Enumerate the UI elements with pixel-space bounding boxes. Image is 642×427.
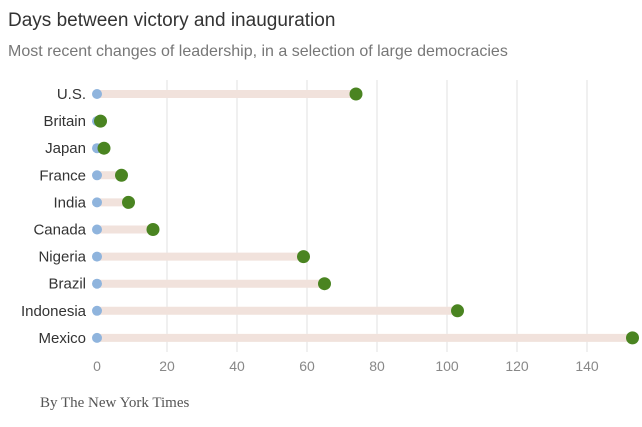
- category-label: Britain: [43, 113, 86, 130]
- end-dot: [297, 250, 310, 264]
- chart-subtitle: Most recent changes of leadership, in a …: [8, 43, 508, 60]
- category-label: Nigeria: [38, 249, 86, 266]
- start-dot: [92, 224, 102, 235]
- end-dot: [97, 141, 111, 155]
- chart-title: Days between victory and inauguration: [8, 10, 336, 31]
- end-dot: [115, 168, 128, 182]
- x-tick-label: 80: [369, 358, 385, 374]
- byline: By The New York Times: [40, 395, 190, 411]
- end-dot: [349, 87, 363, 101]
- category-label: Japan: [45, 140, 86, 157]
- start-dot: [92, 305, 102, 316]
- x-tick-label: 140: [575, 358, 599, 374]
- category-label: Brazil: [48, 276, 86, 293]
- end-dot: [451, 304, 464, 318]
- category-label: U.S.: [57, 86, 86, 103]
- end-dot: [626, 331, 639, 345]
- start-dot: [92, 251, 102, 262]
- x-tick-label: 60: [299, 358, 315, 374]
- start-dot: [92, 89, 102, 99]
- category-label: India: [53, 194, 86, 211]
- x-tick-label: 0: [93, 358, 101, 374]
- x-tick-label: 20: [159, 358, 175, 374]
- start-dot: [92, 197, 102, 208]
- x-tick-label: 40: [229, 358, 245, 374]
- start-dot: [92, 278, 102, 289]
- start-dot: [92, 332, 102, 343]
- end-dot: [122, 195, 135, 209]
- category-label: Indonesia: [21, 303, 87, 320]
- start-dot: [92, 170, 102, 181]
- x-tick-label: 120: [505, 358, 529, 374]
- category-label: Mexico: [38, 330, 86, 347]
- category-label: France: [39, 167, 86, 184]
- end-dot: [146, 223, 160, 236]
- category-label: Canada: [33, 222, 86, 239]
- end-dot: [94, 114, 107, 128]
- end-dot: [318, 277, 331, 291]
- x-tick-label: 100: [435, 358, 459, 374]
